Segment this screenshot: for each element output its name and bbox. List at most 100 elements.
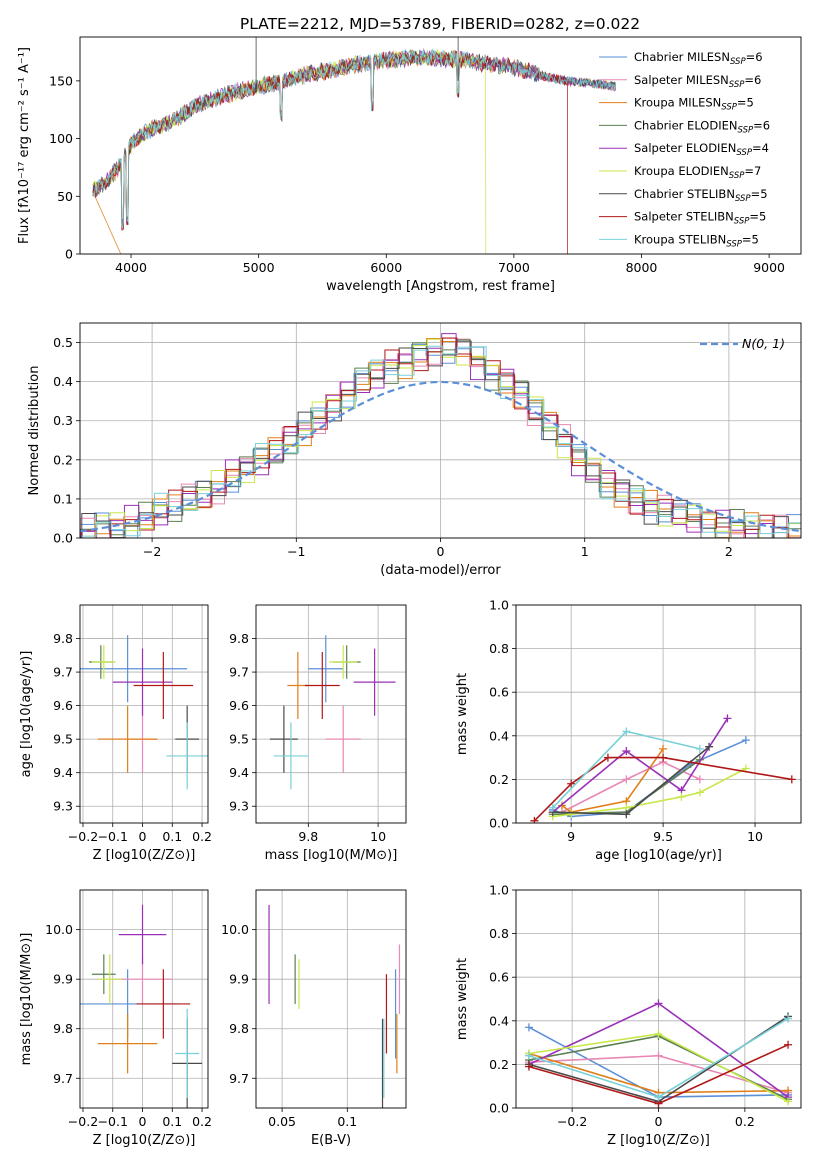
spectrum-lines [92,37,617,254]
legend-entry: Salpeter ELODIENSSP=4 [634,141,769,158]
weight-line [552,717,729,813]
panel-ebv-mass: 0.05 0.1 9.7 9.8 9.9 10.0 E(B-V) [221,889,407,1148]
grid [80,605,208,823]
y-tick-label: 1.0 [489,883,509,898]
y-tick-label: 0.3 [53,413,73,428]
spectrum-line [92,49,487,254]
legend-n-sub: SSP [721,103,737,113]
weight-marker [654,1051,663,1060]
weight-marker [622,775,631,784]
legend-n-prefix: N [729,118,738,132]
weight-marker [659,744,668,753]
weight-line [561,748,664,813]
y-tick-label: 150 [49,73,73,88]
weight-line [561,761,701,813]
legend-model-name: Chabrier STELIB [634,187,726,201]
legend-model-name: Salpeter MILES [634,73,720,87]
y-tick-label: 0.2 [53,452,73,467]
legend-nssp-value: =5 [742,232,759,246]
legend-entry: N(0, 1) [742,336,785,351]
legend-n-sub: SSP [736,148,752,158]
weight-marker [695,775,704,784]
x-tick-label: −2 [143,544,161,559]
axes-frame [255,604,407,824]
weight-marker [654,1029,663,1038]
x-tick-label: 9.8 [298,829,318,844]
y-tick-label: 9.7 [53,1071,73,1086]
x-tick-label: 9 [567,829,575,844]
legend-n-prefix: N [718,232,727,246]
errorbars [80,904,203,1108]
legend-entry: Salpeter STELIBNSSP=5 [634,210,766,227]
histogram-step [81,338,801,538]
y-tick-label: 9.7 [229,665,249,680]
x-tick-label: −1 [287,544,305,559]
x-tick-label: −0.1 [98,1114,128,1129]
legend-entry: Chabrier MILESNSSP=6 [634,50,763,67]
y-tick-label: 0 [65,247,73,262]
x-axis-label: age [log10(age/yr)] [595,848,722,863]
legend-model-name: Kroupa STELIB [634,232,718,246]
x-axis-label: (data-model)/error [380,563,501,578]
figure-title: PLATE=2212, MJD=53789, FIBERID=0282, z=0… [240,15,640,33]
x-tick-label: −0.1 [98,829,128,844]
errorbars [268,904,401,1108]
y-tick-label: 0.4 [489,1013,509,1028]
y-tick-label: 9.8 [229,1021,249,1036]
grid [80,890,208,1108]
y-axis-label: Flux [fλ10⁻¹⁷ erg cm⁻² s⁻¹ A⁻¹] [17,47,32,244]
y-tick-label: 0.0 [53,531,73,546]
legend-nssp-value: =5 [749,210,766,224]
y-tick-label: 0.0 [489,816,509,831]
weight-marker [622,810,631,819]
panel-z-mass: −0.2 −0.1 0 0.1 0.2 9.7 9.8 9.9 10.0 Z [log10(Z/Z… [19,889,212,1148]
normal-curve [80,380,801,533]
x-axis-label: wavelength [Angstrom, rest frame] [326,279,555,294]
x-tick-label: 5000 [243,260,275,275]
y-tick-label: 100 [49,131,73,146]
y-tick-label: 1.0 [489,598,509,613]
axes-frame [79,322,802,539]
y-tick-label: 9.7 [53,665,73,680]
x-tick-label: −0.2 [68,829,98,844]
legend-model-name: Chabrier ELODIE [634,118,729,132]
legend-nssp-value: =4 [752,141,769,155]
y-tick-label: 9.9 [53,972,73,987]
legend-n-sub: SSP [729,171,745,181]
weight-marker [524,1062,533,1071]
weight-marker [622,727,631,736]
legend-n-prefix: N [725,210,734,224]
y-tick-label: 9.9 [229,972,249,987]
x-tick-label: 0 [437,544,445,559]
y-tick-label: 9.6 [229,698,249,713]
y-tick-label: 50 [57,189,73,204]
legend-entry: Salpeter MILESNSSP=6 [634,73,761,90]
weight-marker [603,753,612,762]
x-axis-label: mass [log10(M/M⊙)] [265,848,398,863]
legend-nssp-value: =5 [751,187,768,201]
weight-marker [548,803,557,812]
weight-marker [723,714,732,723]
panel-spectrum: 4000 5000 6000 7000 8000 9000 0 50 100 150 wavelen… [17,36,802,294]
legend-n-sub: SSP [734,217,750,227]
weight-marker [530,816,539,823]
x-tick-label: 4000 [115,260,147,275]
legend-n-sub: SSP [729,80,745,90]
y-axis-label: mass weight [455,673,470,755]
x-axis-label: E(B-V) [311,1133,351,1148]
legend-model-name: Salpeter STELIB [634,210,725,224]
y-axis-label: Normed distribution [27,366,42,496]
y-tick-label: 0.4 [489,728,509,743]
panel-residuals: −2 −1 0 1 2 0.0 0.1 0.2 0.3 0.4 0.5 (data-model)/er… [27,322,802,578]
x-tick-label: 6000 [370,260,402,275]
x-tick-label: 2 [725,544,733,559]
y-tick-label: 10.0 [221,922,249,937]
y-tick-label: 0.6 [489,685,509,700]
legend-n-prefix: N [713,96,722,110]
legend-n-sub: SSP [737,125,753,135]
weight-marker [741,736,750,745]
x-tick-label: 7000 [498,260,530,275]
x-axis-label: Z [log10(Z/Z⊙)] [93,1133,196,1148]
y-tick-label: 9.3 [229,799,249,814]
errorbars [80,635,208,790]
